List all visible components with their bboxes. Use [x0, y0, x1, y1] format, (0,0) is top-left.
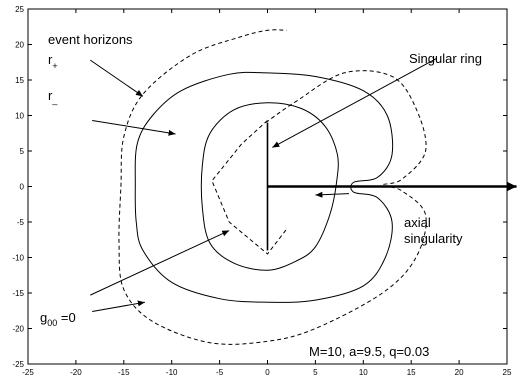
r-plus-label: r+: [48, 52, 58, 71]
y-axis-ticks: -25 -20 -15 -10 -5 0 5 10 15 20 25: [12, 5, 507, 369]
event-horizons-label: event horizons: [48, 32, 133, 47]
x-tick-label: 0: [265, 368, 270, 377]
y-tick-label: 10: [15, 112, 24, 121]
inner-dashed-curve: [211, 120, 288, 255]
singular-ring-label: Singular ring: [409, 51, 482, 66]
x-axis-ticks: -25 -20 -15 -10 -5 0 5 10 15 20 25: [22, 9, 512, 377]
x-tick-label: 10: [359, 368, 368, 377]
y-tick-label: -5: [17, 218, 25, 227]
x-tick-label: -15: [118, 368, 130, 377]
axial-label: axial: [404, 215, 431, 230]
g00-pointer-dashed: [92, 300, 145, 312]
y-tick-label: -10: [12, 254, 24, 263]
singularity-label: singularity: [404, 231, 463, 246]
x-tick-label: -10: [166, 368, 178, 377]
x-tick-label: -25: [22, 368, 34, 377]
ergosurface-dashed-curve: [118, 29, 427, 345]
x-tick-label: -5: [216, 368, 224, 377]
x-tick-label: 25: [503, 368, 512, 377]
x-tick-label: 20: [455, 368, 464, 377]
r-minus-pointer: [92, 119, 176, 136]
y-tick-label: -15: [12, 289, 24, 298]
g00-label: g00 =0: [40, 310, 76, 328]
y-tick-label: 25: [15, 5, 24, 14]
y-tick-label: -25: [12, 360, 24, 369]
y-tick-label: 15: [15, 76, 24, 85]
singular-ring-pointer: [272, 58, 437, 148]
y-tick-label: 20: [15, 41, 24, 50]
r-plus-horizon-curve: [134, 71, 394, 303]
y-tick-label: 5: [20, 147, 25, 156]
g00-pointer-lower: [90, 230, 230, 296]
r-minus-label: r_: [48, 88, 58, 105]
x-tick-label: 5: [313, 368, 318, 377]
parameters-label: M=10, a=9.5, q=0.03: [309, 344, 429, 359]
x-tick-label: 15: [407, 368, 416, 377]
axial-singularity-pointer: [315, 191, 349, 198]
r-minus-horizon-curve: [200, 102, 339, 271]
x-tick-label: -20: [70, 368, 82, 377]
y-tick-label: -20: [12, 325, 24, 334]
y-tick-label: 0: [20, 183, 25, 192]
event-horizons-pointer: [89, 59, 144, 97]
